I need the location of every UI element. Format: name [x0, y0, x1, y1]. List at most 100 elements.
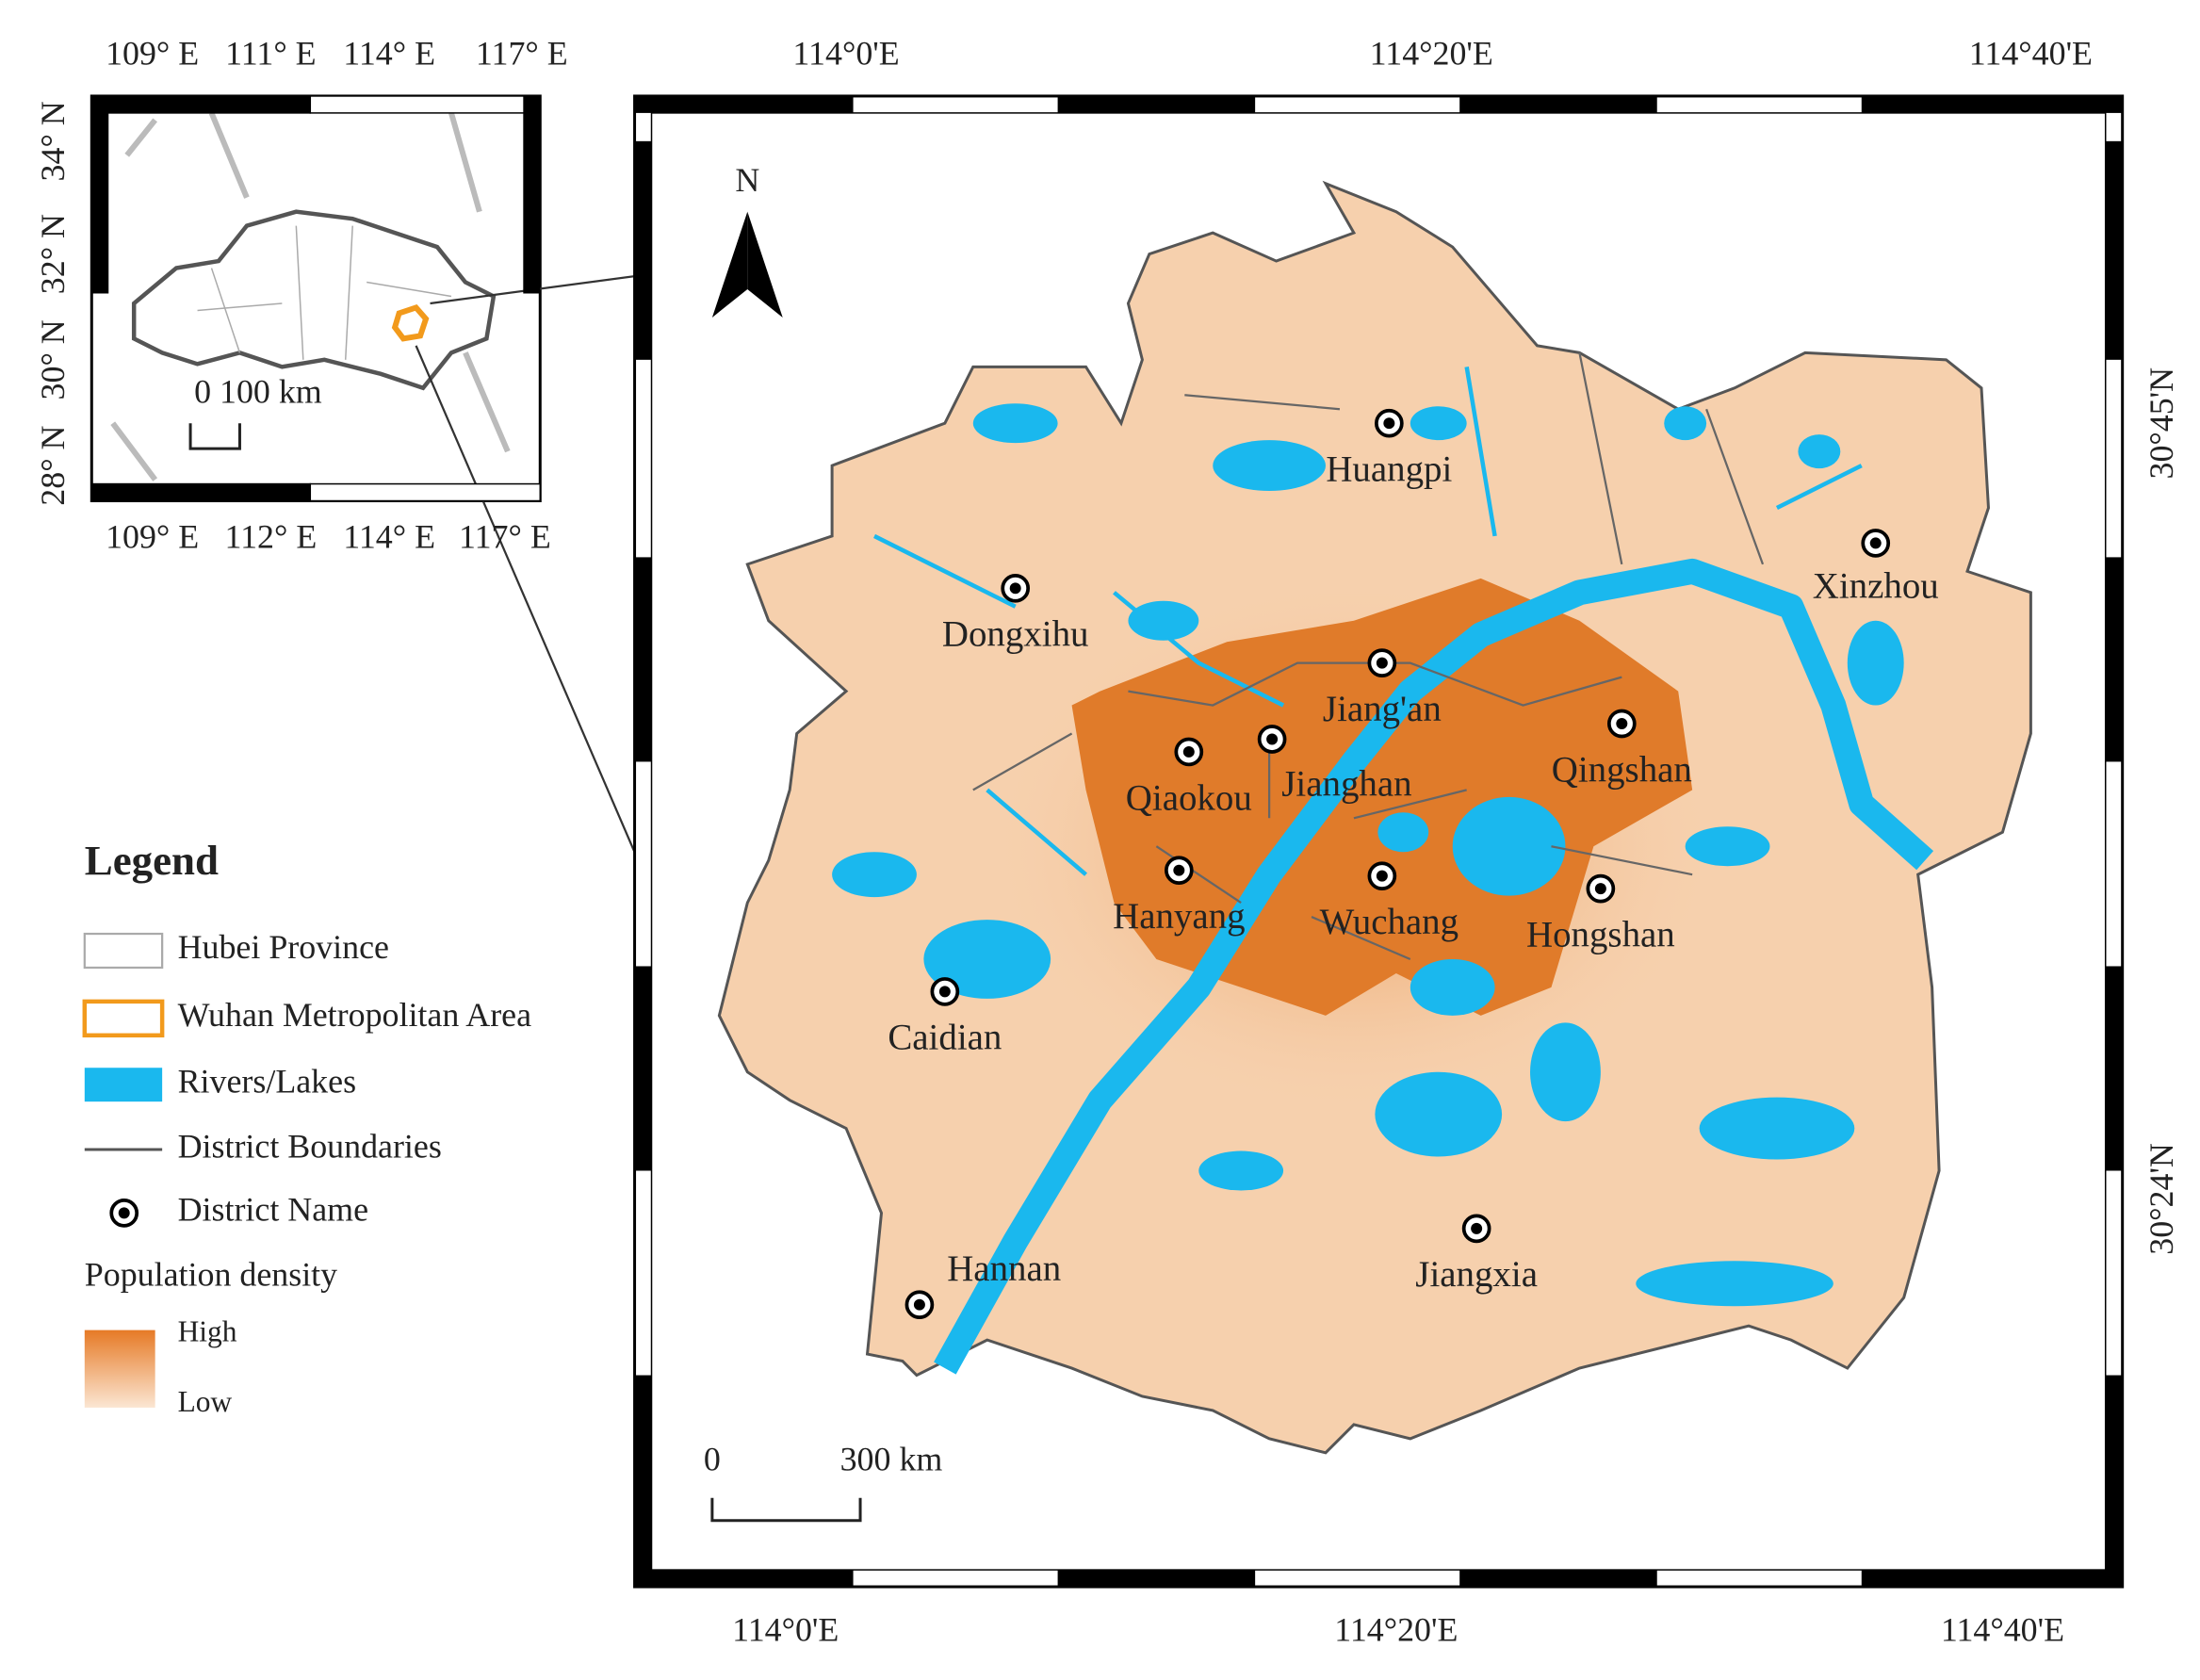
- map-top-label: 114°20'E: [1370, 34, 1493, 72]
- legend-density-title: Population density: [85, 1256, 337, 1294]
- yangtze-river: [934, 558, 1934, 1375]
- inset-top-label: 114° E: [343, 34, 435, 72]
- inset-bottom-label: 114° E: [343, 518, 435, 556]
- district-marker-dot: [1383, 417, 1395, 430]
- legend: Legend Population density High Low: [82, 837, 337, 1418]
- legend-item: District Name: [178, 1191, 368, 1229]
- frame-bar: [634, 1375, 652, 1588]
- legend-title: Legend: [85, 837, 219, 884]
- frame-bar: [634, 95, 854, 113]
- district-label: Jianghan: [1281, 763, 1411, 804]
- hubei-outline: [131, 209, 497, 391]
- district-marker-dot: [1266, 733, 1279, 745]
- map-right-label: 30°24'N: [2143, 1143, 2180, 1255]
- inset-bottom-label: 112° E: [224, 518, 317, 556]
- scale-end: 300 km: [840, 1441, 943, 1478]
- district-marker-dot: [1376, 657, 1388, 669]
- inset-frame-bar: [309, 95, 542, 114]
- map-bottom-label: 114°40'E: [1941, 1611, 2064, 1649]
- legend-item: District Boundaries: [178, 1127, 442, 1165]
- inset-frame-bar: [309, 482, 542, 502]
- inset-scale-label: 0 100 km: [194, 373, 322, 411]
- inset-frame-bar: [523, 95, 541, 294]
- frame-bar: [2105, 966, 2123, 1171]
- inset-scale-bar: [188, 423, 241, 450]
- district-label: Qiaokou: [1126, 777, 1252, 818]
- district-label: Hongshan: [1526, 914, 1675, 954]
- frame-bar: [1057, 1570, 1256, 1588]
- district-label: Wuchang: [1320, 902, 1459, 942]
- lakes: [832, 403, 1904, 1307]
- map-right-label: 30°45'N: [2143, 367, 2180, 480]
- district-label: Hannan: [947, 1248, 1061, 1289]
- frame-bars: [634, 95, 2123, 1588]
- legend-swatch-wuhan: [82, 999, 165, 1038]
- district-marker-dot: [913, 1298, 925, 1311]
- inset-frame-bar: [90, 95, 312, 114]
- district-label: Qingshan: [1552, 749, 1692, 790]
- frame-bar: [2105, 1375, 2123, 1588]
- inset-frame-bar: [91, 95, 109, 294]
- north-label: N: [735, 161, 759, 199]
- wuhan-map: [717, 180, 2032, 1455]
- district-marker-dot: [1616, 718, 1628, 730]
- inset-bottom-label: 109° E: [106, 518, 199, 556]
- legend-item: Rivers/Lakes: [178, 1062, 356, 1100]
- district-marker-dot: [1182, 745, 1195, 758]
- legend-swatch-district-dot: [118, 1207, 130, 1219]
- legend-high: High: [178, 1314, 237, 1347]
- district-marker-dot: [1376, 870, 1388, 882]
- scale-bar: [710, 1497, 862, 1523]
- district-marker-dot: [1173, 864, 1185, 876]
- legend-swatch-hubei: [83, 932, 164, 970]
- frame-bar: [2105, 140, 2123, 360]
- frame-bar: [634, 557, 652, 762]
- legend-item: Hubei Province: [178, 928, 389, 966]
- district-label: Hanyang: [1113, 896, 1245, 937]
- inset-top-label: 117° E: [476, 34, 568, 72]
- district-marker-dot: [1009, 582, 1021, 595]
- inset-map: [110, 111, 511, 481]
- district-label: Jiangxia: [1415, 1254, 1538, 1295]
- legend-density-ramp: [84, 1329, 155, 1408]
- frame-bar: [1861, 1570, 2123, 1588]
- district-label: Dongxihu: [942, 614, 1089, 655]
- inset-top-label: 111° E: [225, 34, 316, 72]
- district-marker-dot: [1594, 883, 1606, 895]
- map-bottom-label: 114°0'E: [732, 1611, 839, 1649]
- frame-bar: [2105, 557, 2123, 762]
- map-top-label: 114°40'E: [1969, 34, 2093, 72]
- district-label: Huangpi: [1326, 449, 1452, 490]
- scale-start: 0: [704, 1441, 721, 1478]
- map-top-label: 114°0'E: [792, 34, 899, 72]
- inset-left-label: 34° N: [34, 101, 72, 181]
- district-marker-dot: [1471, 1222, 1483, 1234]
- frame-bar: [1459, 95, 1657, 113]
- inset-left-label: 30° N: [34, 319, 72, 400]
- frame-bar: [1861, 95, 2123, 113]
- frame-bar: [634, 140, 652, 360]
- district-label: Jiang'an: [1323, 689, 1442, 729]
- inset-frame-bar: [90, 482, 312, 502]
- legend-swatch-water: [84, 1068, 163, 1102]
- frame-bar: [1057, 95, 1256, 113]
- district-marker-dot: [1869, 537, 1882, 549]
- inset-bottom-label: 117° E: [459, 518, 551, 556]
- wuhan-inset: [391, 303, 430, 342]
- inset-left-label: 32° N: [34, 214, 72, 294]
- inset-left-label: 28° N: [34, 425, 72, 505]
- district-label: Caidian: [888, 1018, 1002, 1058]
- map-bottom-label: 114°20'E: [1334, 1611, 1458, 1649]
- urban-core: [1071, 578, 1693, 1016]
- district-label: Xinzhou: [1813, 566, 1939, 607]
- hubei-districts: [197, 225, 452, 360]
- frame-bar: [634, 966, 652, 1171]
- streams: [873, 366, 1863, 876]
- legend-low: Low: [178, 1385, 233, 1418]
- legend-item: Wuhan Metropolitan Area: [178, 996, 532, 1034]
- frame-bar: [1459, 1570, 1657, 1588]
- district-marker-dot: [938, 986, 951, 998]
